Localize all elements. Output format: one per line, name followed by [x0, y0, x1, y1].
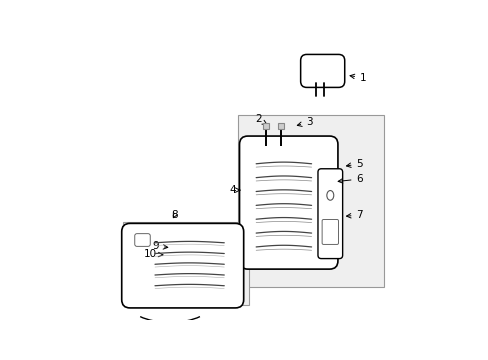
Text: 1: 1	[349, 73, 366, 83]
Bar	[123, 222, 249, 305]
FancyBboxPatch shape	[239, 136, 337, 269]
Bar	[238, 115, 383, 287]
Text: 3: 3	[297, 117, 312, 127]
FancyBboxPatch shape	[317, 169, 342, 258]
FancyBboxPatch shape	[322, 220, 338, 244]
FancyBboxPatch shape	[135, 234, 150, 246]
Text: 7: 7	[346, 210, 363, 220]
Text: 10: 10	[143, 249, 163, 259]
Text: 5: 5	[346, 159, 363, 169]
Text: 9: 9	[152, 241, 167, 251]
Text: 4: 4	[229, 185, 240, 195]
FancyBboxPatch shape	[300, 54, 344, 87]
Text: 8: 8	[171, 210, 178, 220]
Ellipse shape	[326, 190, 333, 200]
Text: 2: 2	[254, 114, 266, 125]
Text: 6: 6	[338, 174, 363, 184]
FancyBboxPatch shape	[122, 223, 243, 308]
